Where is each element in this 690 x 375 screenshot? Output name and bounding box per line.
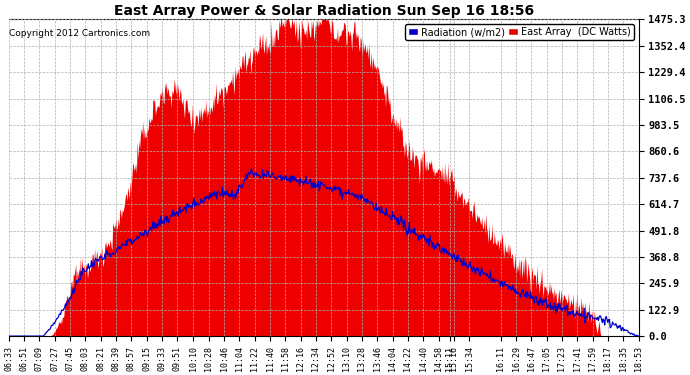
Text: Copyright 2012 Cartronics.com: Copyright 2012 Cartronics.com xyxy=(9,29,150,38)
Legend: Radiation (w/m2), East Array  (DC Watts): Radiation (w/m2), East Array (DC Watts) xyxy=(405,24,633,40)
Title: East Array Power & Solar Radiation Sun Sep 16 18:56: East Array Power & Solar Radiation Sun S… xyxy=(114,4,533,18)
